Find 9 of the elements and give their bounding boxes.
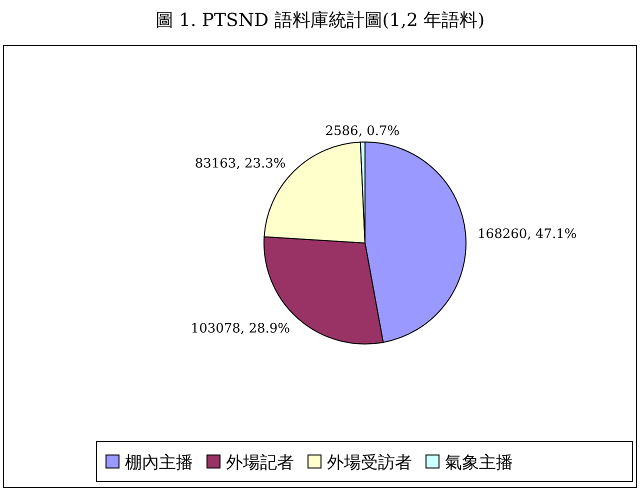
data-label: 168260, 47.1% [478,226,577,242]
legend-label: 棚內主播 [125,453,193,473]
chart-title: 圖 1. PTSND 語料庫統計圖(1,2 年語料) [155,10,485,31]
legend-label: 外場受訪者 [327,453,412,473]
legend-label: 外場記者 [226,453,294,473]
legend-label: 氣象主播 [445,453,513,473]
data-label: 83163, 23.3% [194,156,286,172]
data-label: 103078, 28.9% [190,322,290,337]
data-label: 2586, 0.7% [325,124,400,140]
